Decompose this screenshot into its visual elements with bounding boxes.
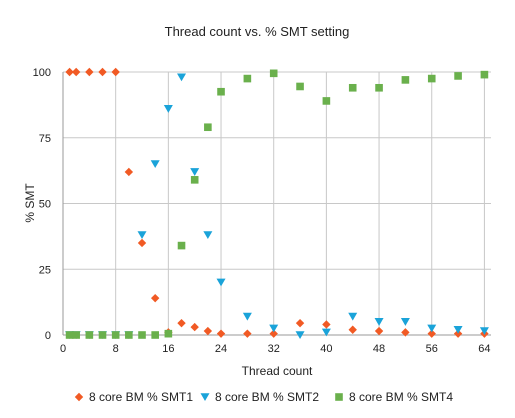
data-point — [401, 328, 410, 337]
axes — [62, 72, 491, 336]
x-tick-label: 64 — [478, 343, 490, 355]
legend-label: 8 core BM % SMT1 — [89, 390, 193, 404]
y-tick-label: 0 — [45, 330, 51, 342]
data-point — [269, 69, 278, 78]
data-point — [151, 331, 159, 339]
data-point — [374, 318, 384, 326]
data-point — [150, 293, 160, 303]
data-point — [321, 328, 331, 337]
gridlines — [63, 71, 491, 335]
data-point — [295, 331, 305, 339]
data-points — [65, 67, 489, 339]
data-point — [137, 238, 147, 248]
data-point — [427, 74, 436, 83]
data-point — [98, 67, 107, 77]
data-point — [164, 329, 173, 338]
data-point — [400, 318, 410, 326]
data-point — [71, 67, 81, 77]
legend-item: 8 core BM % SMT1 — [74, 390, 193, 404]
data-point — [65, 331, 74, 339]
data-point — [85, 331, 94, 339]
y-tick-label: 25 — [39, 264, 51, 276]
data-point — [322, 97, 331, 105]
data-point — [190, 168, 200, 176]
chart-title: Thread count vs. % SMT setting — [165, 24, 350, 39]
data-point — [269, 324, 279, 333]
data-point — [348, 312, 358, 321]
data-point — [204, 123, 212, 132]
data-point — [295, 318, 305, 328]
data-point — [479, 327, 489, 336]
data-point — [85, 67, 94, 77]
data-point — [203, 231, 213, 240]
data-point — [322, 320, 331, 329]
y-tick-label: 50 — [39, 199, 51, 211]
x-tick-label: 32 — [268, 343, 280, 355]
data-point — [137, 231, 147, 240]
series-1 — [65, 67, 489, 338]
data-point — [98, 331, 107, 339]
x-axis-title: Thread count — [242, 364, 313, 378]
y-tick-label: 75 — [39, 133, 51, 145]
legend-label: 8 core BM % SMT2 — [215, 390, 319, 404]
data-point — [243, 329, 252, 338]
data-point — [203, 326, 213, 336]
data-point — [427, 324, 437, 333]
y-axis-title: % SMT — [23, 183, 37, 223]
data-point — [190, 322, 199, 332]
data-point — [125, 331, 133, 339]
data-point — [124, 167, 134, 177]
data-point — [454, 72, 462, 80]
legend-marker — [200, 393, 210, 401]
data-point — [269, 329, 278, 338]
y-tick-label: 100 — [33, 67, 51, 79]
x-tick-label: 56 — [426, 343, 438, 355]
series-2 — [65, 73, 489, 339]
data-point — [163, 105, 173, 113]
data-point — [216, 329, 226, 338]
data-point — [401, 76, 410, 84]
data-point — [242, 312, 252, 321]
data-point — [296, 82, 304, 91]
data-point — [374, 326, 384, 336]
data-point — [375, 83, 383, 92]
data-point — [348, 83, 357, 92]
legend: 8 core BM % SMT1 8 core BM % SMT2 8 core B… — [74, 390, 453, 404]
legend-marker — [74, 392, 84, 402]
x-tick-label: 8 — [113, 343, 119, 355]
data-point — [177, 318, 186, 328]
data-point — [217, 87, 225, 96]
legend-label: 8 core BM % SMT4 — [349, 390, 453, 404]
data-point — [177, 241, 186, 250]
legend-marker — [335, 393, 343, 401]
data-point — [480, 70, 489, 79]
series-3 — [65, 69, 489, 339]
data-point — [150, 160, 160, 169]
x-tick-label: 48 — [373, 343, 385, 355]
x-tick-label: 40 — [320, 343, 332, 355]
data-point — [427, 329, 436, 338]
data-point — [138, 331, 146, 339]
data-point — [243, 74, 252, 83]
tick-labels: 0 25 50 75 100 0 8 16 24 32 40 48 56 64 — [33, 67, 491, 355]
data-point — [111, 67, 120, 77]
x-tick-label: 24 — [215, 343, 227, 355]
x-tick-label: 16 — [162, 343, 174, 355]
data-point — [348, 325, 357, 334]
data-point — [216, 278, 226, 287]
legend-item: 8 core BM % SMT2 — [200, 390, 319, 404]
legend-item: 8 core BM % SMT4 — [335, 390, 453, 404]
data-point — [65, 67, 74, 77]
data-point — [190, 176, 199, 184]
data-point — [72, 331, 80, 339]
data-point — [453, 325, 463, 334]
data-point — [111, 331, 120, 339]
x-tick-label: 0 — [60, 343, 66, 355]
data-point — [177, 73, 187, 82]
